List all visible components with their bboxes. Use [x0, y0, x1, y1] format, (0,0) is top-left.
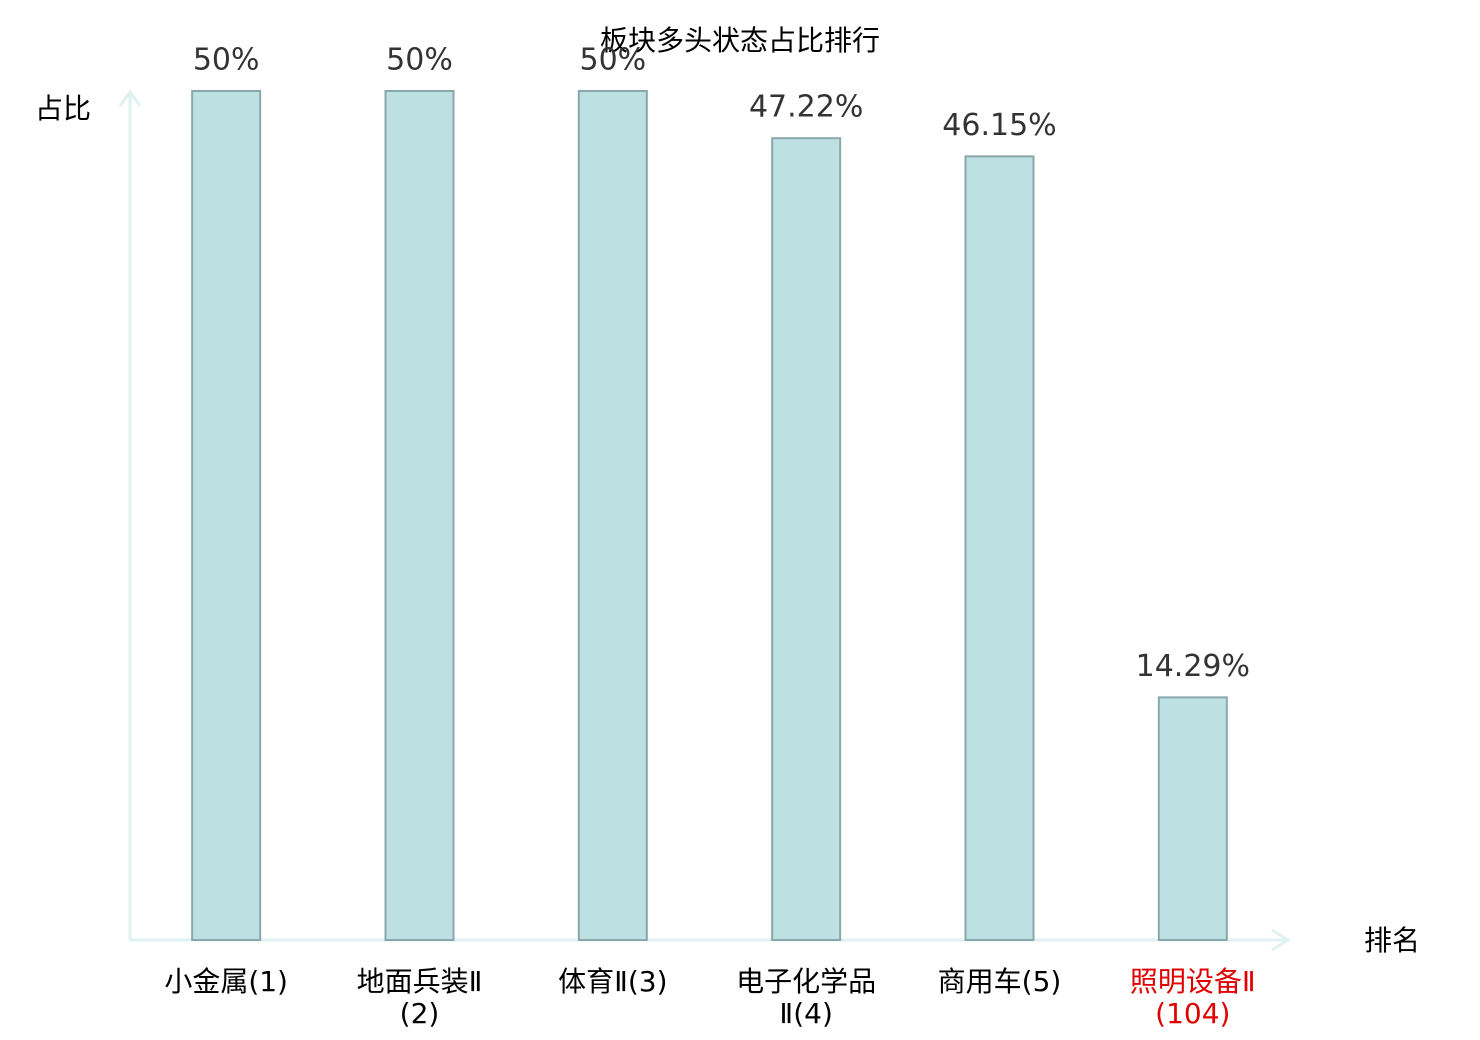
value-label: 47.22% [749, 90, 863, 125]
bar [384, 90, 455, 941]
bar [771, 137, 842, 941]
bar [577, 90, 648, 941]
value-label: 50% [386, 43, 453, 78]
chart-title: 板块多头状态占比排行 [600, 24, 880, 57]
x-tick-label: 电子化学品Ⅱ(4) [736, 965, 877, 1030]
x-tick-label: 小金属(1) [164, 965, 288, 998]
bar [191, 90, 262, 941]
x-tick-label: 体育Ⅱ(3) [558, 965, 668, 998]
x-tick-label: 地面兵装Ⅱ(2) [356, 965, 483, 1030]
x-tick-label: 照明设备Ⅱ(104) [1129, 965, 1256, 1030]
x-tick-label: 商用车(5) [937, 965, 1062, 998]
value-label: 14.29% [1136, 649, 1250, 684]
bar [964, 155, 1035, 942]
x-axis-label: 排名 [1364, 924, 1420, 957]
value-label: 46.15% [942, 108, 1056, 143]
y-axis-arrow [118, 89, 142, 107]
bar [1157, 696, 1228, 941]
y-axis-label: 占比 [35, 92, 91, 125]
value-label: 50% [193, 43, 260, 78]
x-axis-arrow [1271, 928, 1291, 952]
value-label: 50% [579, 43, 646, 78]
